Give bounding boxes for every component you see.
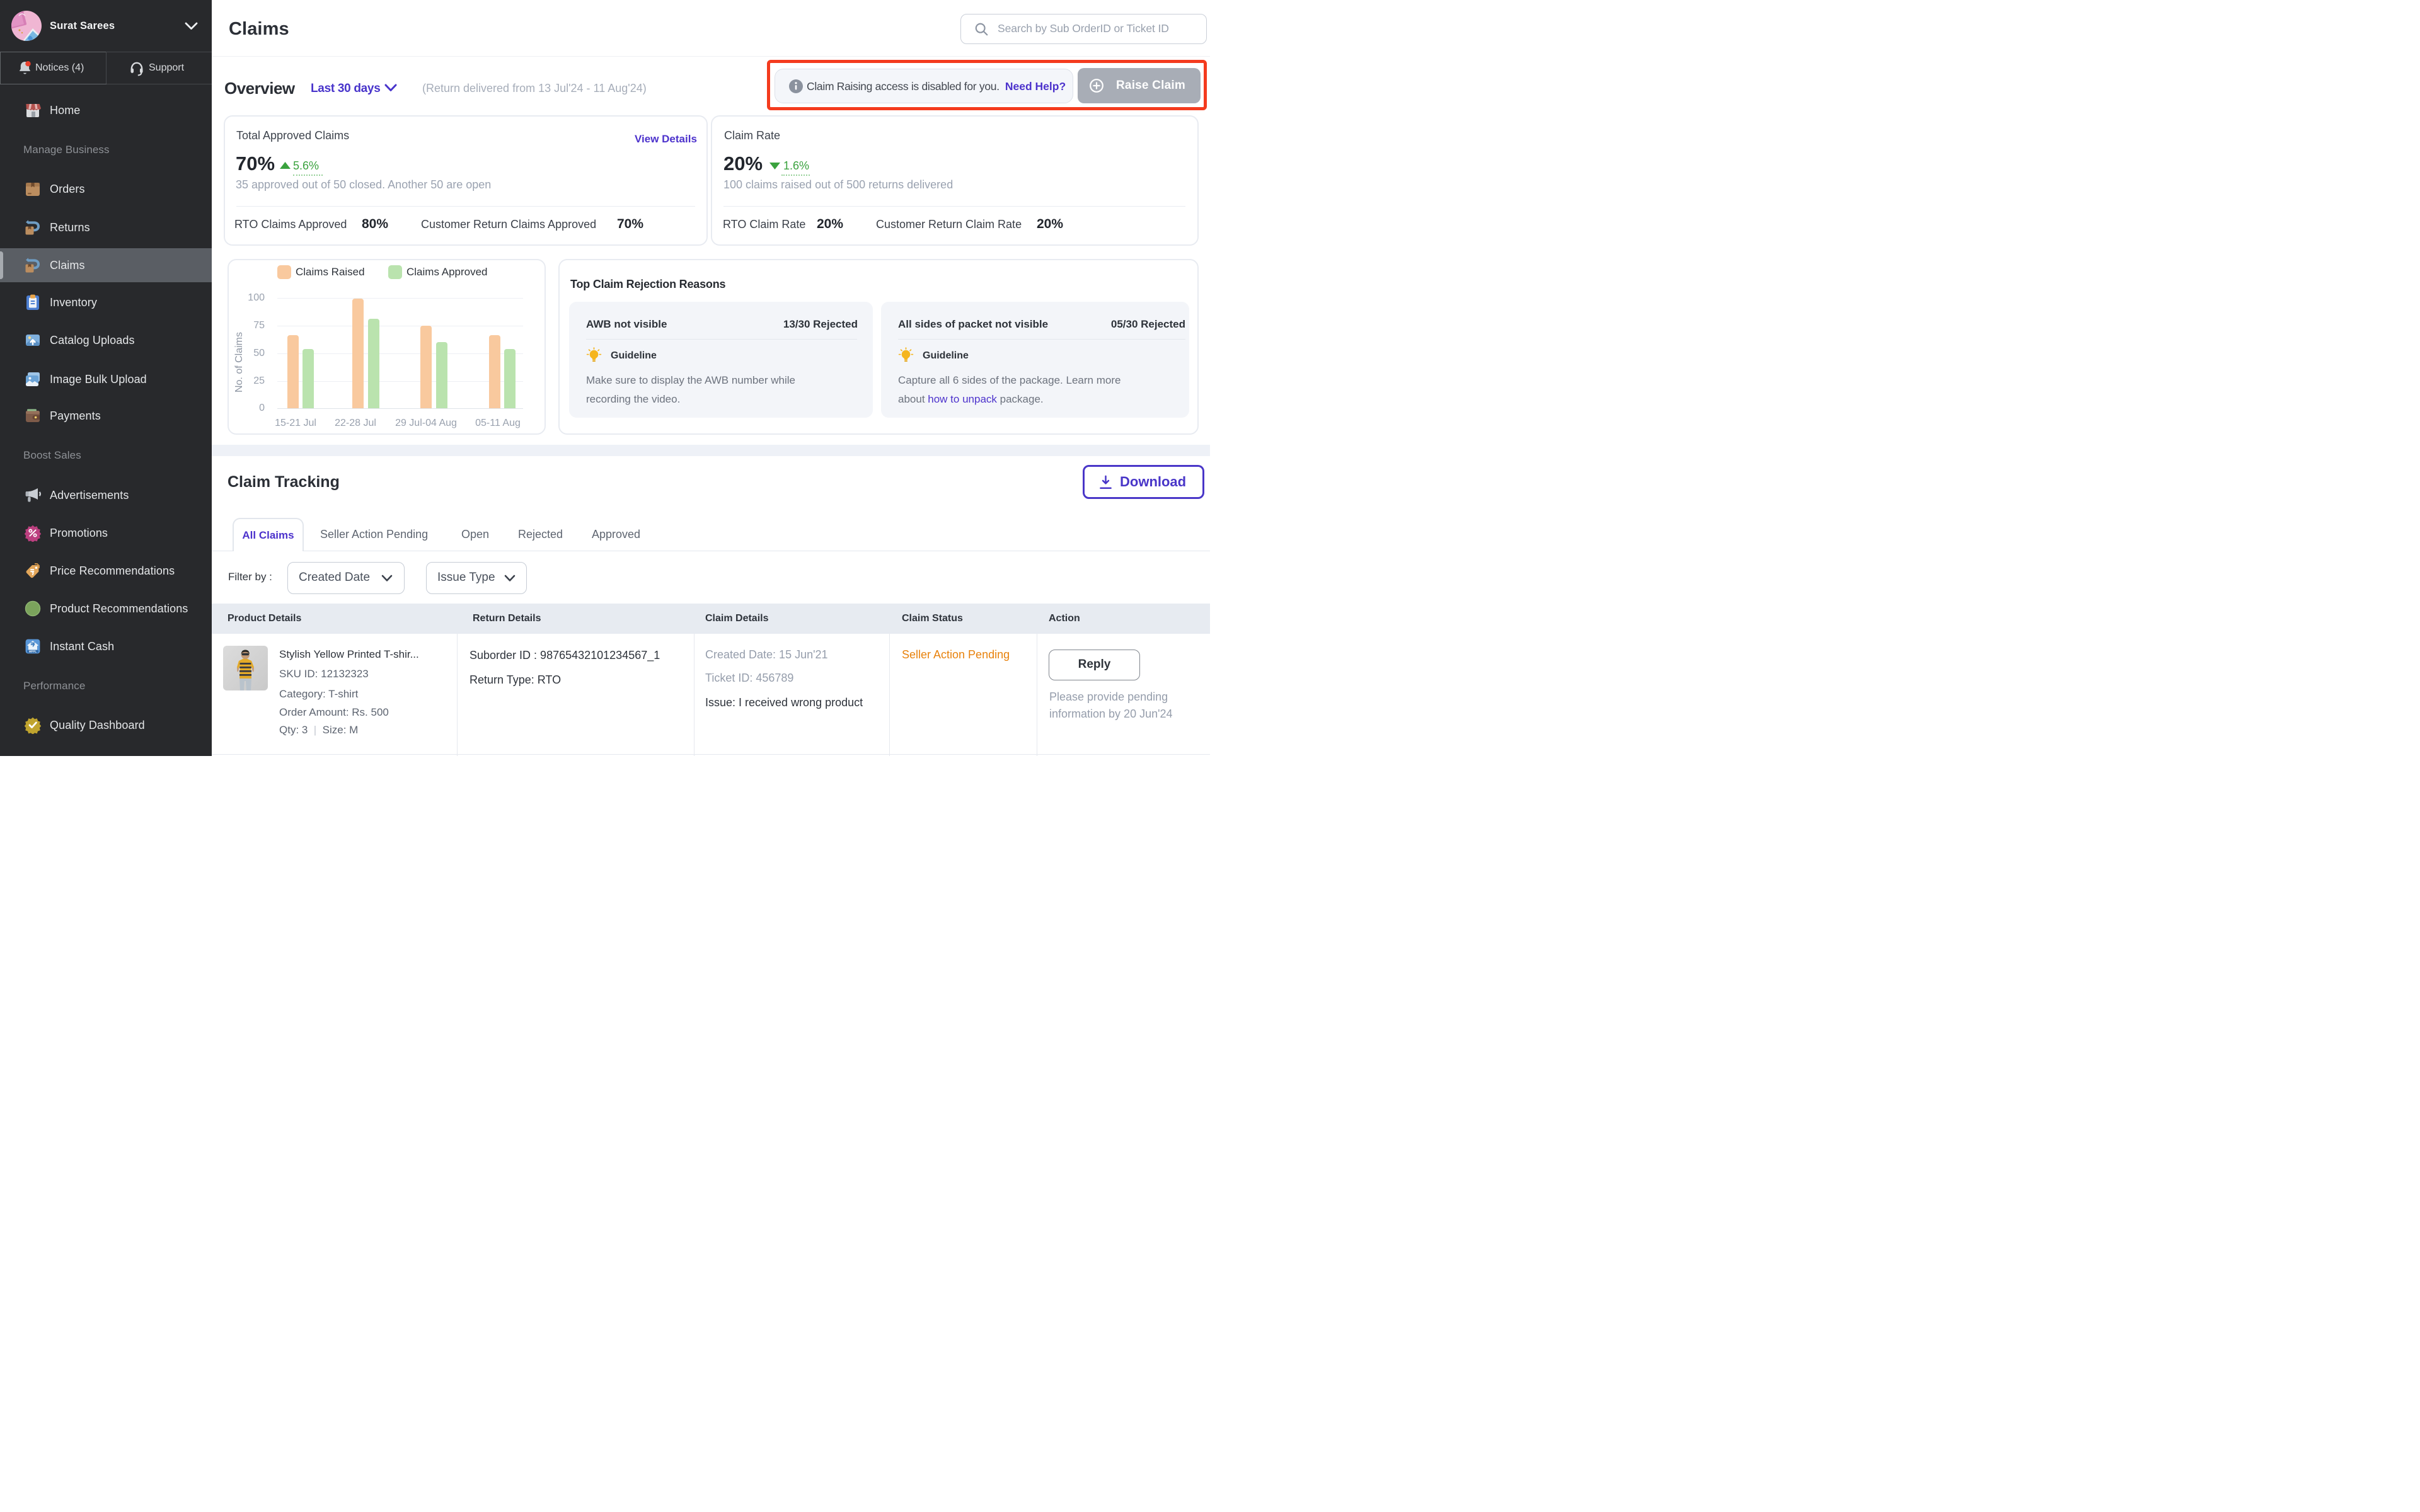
svg-text:MPPL: MPPL [29, 650, 37, 653]
